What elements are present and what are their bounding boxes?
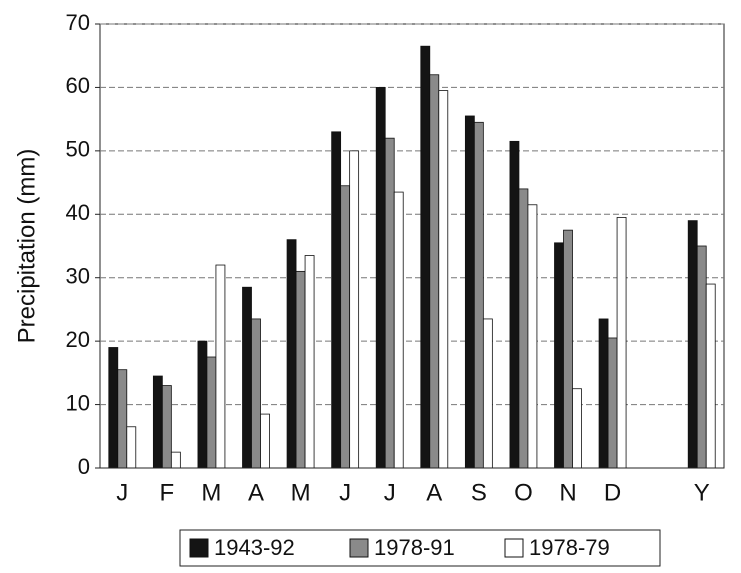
bar	[170, 451, 181, 469]
bar	[607, 337, 618, 469]
x-tick-label: O	[514, 479, 533, 506]
legend-swatch	[504, 538, 524, 558]
bar	[161, 385, 172, 469]
x-tick-label: J	[384, 479, 396, 506]
legend-swatch	[189, 538, 209, 558]
bar	[251, 318, 261, 469]
bar	[518, 188, 529, 469]
bar	[286, 239, 297, 469]
bar	[527, 204, 538, 469]
bar	[438, 90, 449, 469]
bar	[242, 286, 252, 469]
x-tick-label: N	[559, 479, 576, 506]
bar	[509, 140, 520, 469]
y-tick-label: 60	[66, 73, 90, 98]
bar	[705, 283, 716, 469]
x-tick-label: M	[291, 479, 311, 506]
bar	[117, 369, 128, 469]
bar	[304, 255, 315, 469]
bar	[295, 270, 306, 469]
legend-box	[179, 529, 661, 567]
legend-label: 1978-79	[529, 535, 610, 560]
x-tick-label: A	[248, 479, 264, 506]
x-tick-label: Y	[694, 479, 710, 506]
bar	[152, 375, 163, 469]
bar	[598, 318, 609, 469]
y-tick-label: 40	[66, 200, 90, 225]
bar	[108, 347, 119, 469]
y-tick-label: 50	[66, 137, 90, 162]
bar	[616, 217, 627, 469]
legend-label: 1943-92	[214, 535, 295, 560]
x-tick-label: A	[426, 479, 442, 506]
x-tick-label: D	[604, 479, 621, 506]
x-tick-label: S	[471, 479, 487, 506]
bar	[572, 388, 582, 469]
bar	[687, 220, 698, 469]
plot-area	[99, 23, 725, 469]
bar	[260, 413, 270, 469]
bar	[482, 318, 493, 469]
x-tick-label: F	[160, 479, 175, 506]
y-tick-label: 10	[66, 390, 90, 415]
bar	[126, 426, 137, 469]
x-tick-label: J	[116, 479, 128, 506]
y-tick-label: 0	[78, 454, 90, 479]
bar	[206, 356, 217, 469]
bar	[393, 191, 404, 469]
bar	[340, 185, 351, 469]
bar	[696, 245, 707, 469]
legend-swatch	[349, 538, 369, 558]
legend-label: 1978-91	[374, 535, 455, 560]
bar	[554, 242, 564, 469]
y-tick-label: 20	[66, 327, 90, 352]
y-tick-label: 70	[66, 10, 90, 35]
bar	[384, 137, 395, 469]
bar	[420, 45, 431, 469]
bar	[331, 131, 342, 469]
bar	[473, 121, 484, 469]
bar	[429, 74, 440, 469]
bar	[464, 115, 475, 469]
bar	[197, 340, 208, 469]
bar	[563, 229, 573, 469]
bar	[349, 150, 360, 469]
x-tick-label: M	[201, 479, 221, 506]
x-tick-label: J	[339, 479, 351, 506]
bar	[375, 87, 386, 469]
y-tick-label: 30	[66, 264, 90, 289]
y-axis-label: Precipitation (mm)	[13, 149, 40, 344]
bar	[215, 264, 226, 469]
